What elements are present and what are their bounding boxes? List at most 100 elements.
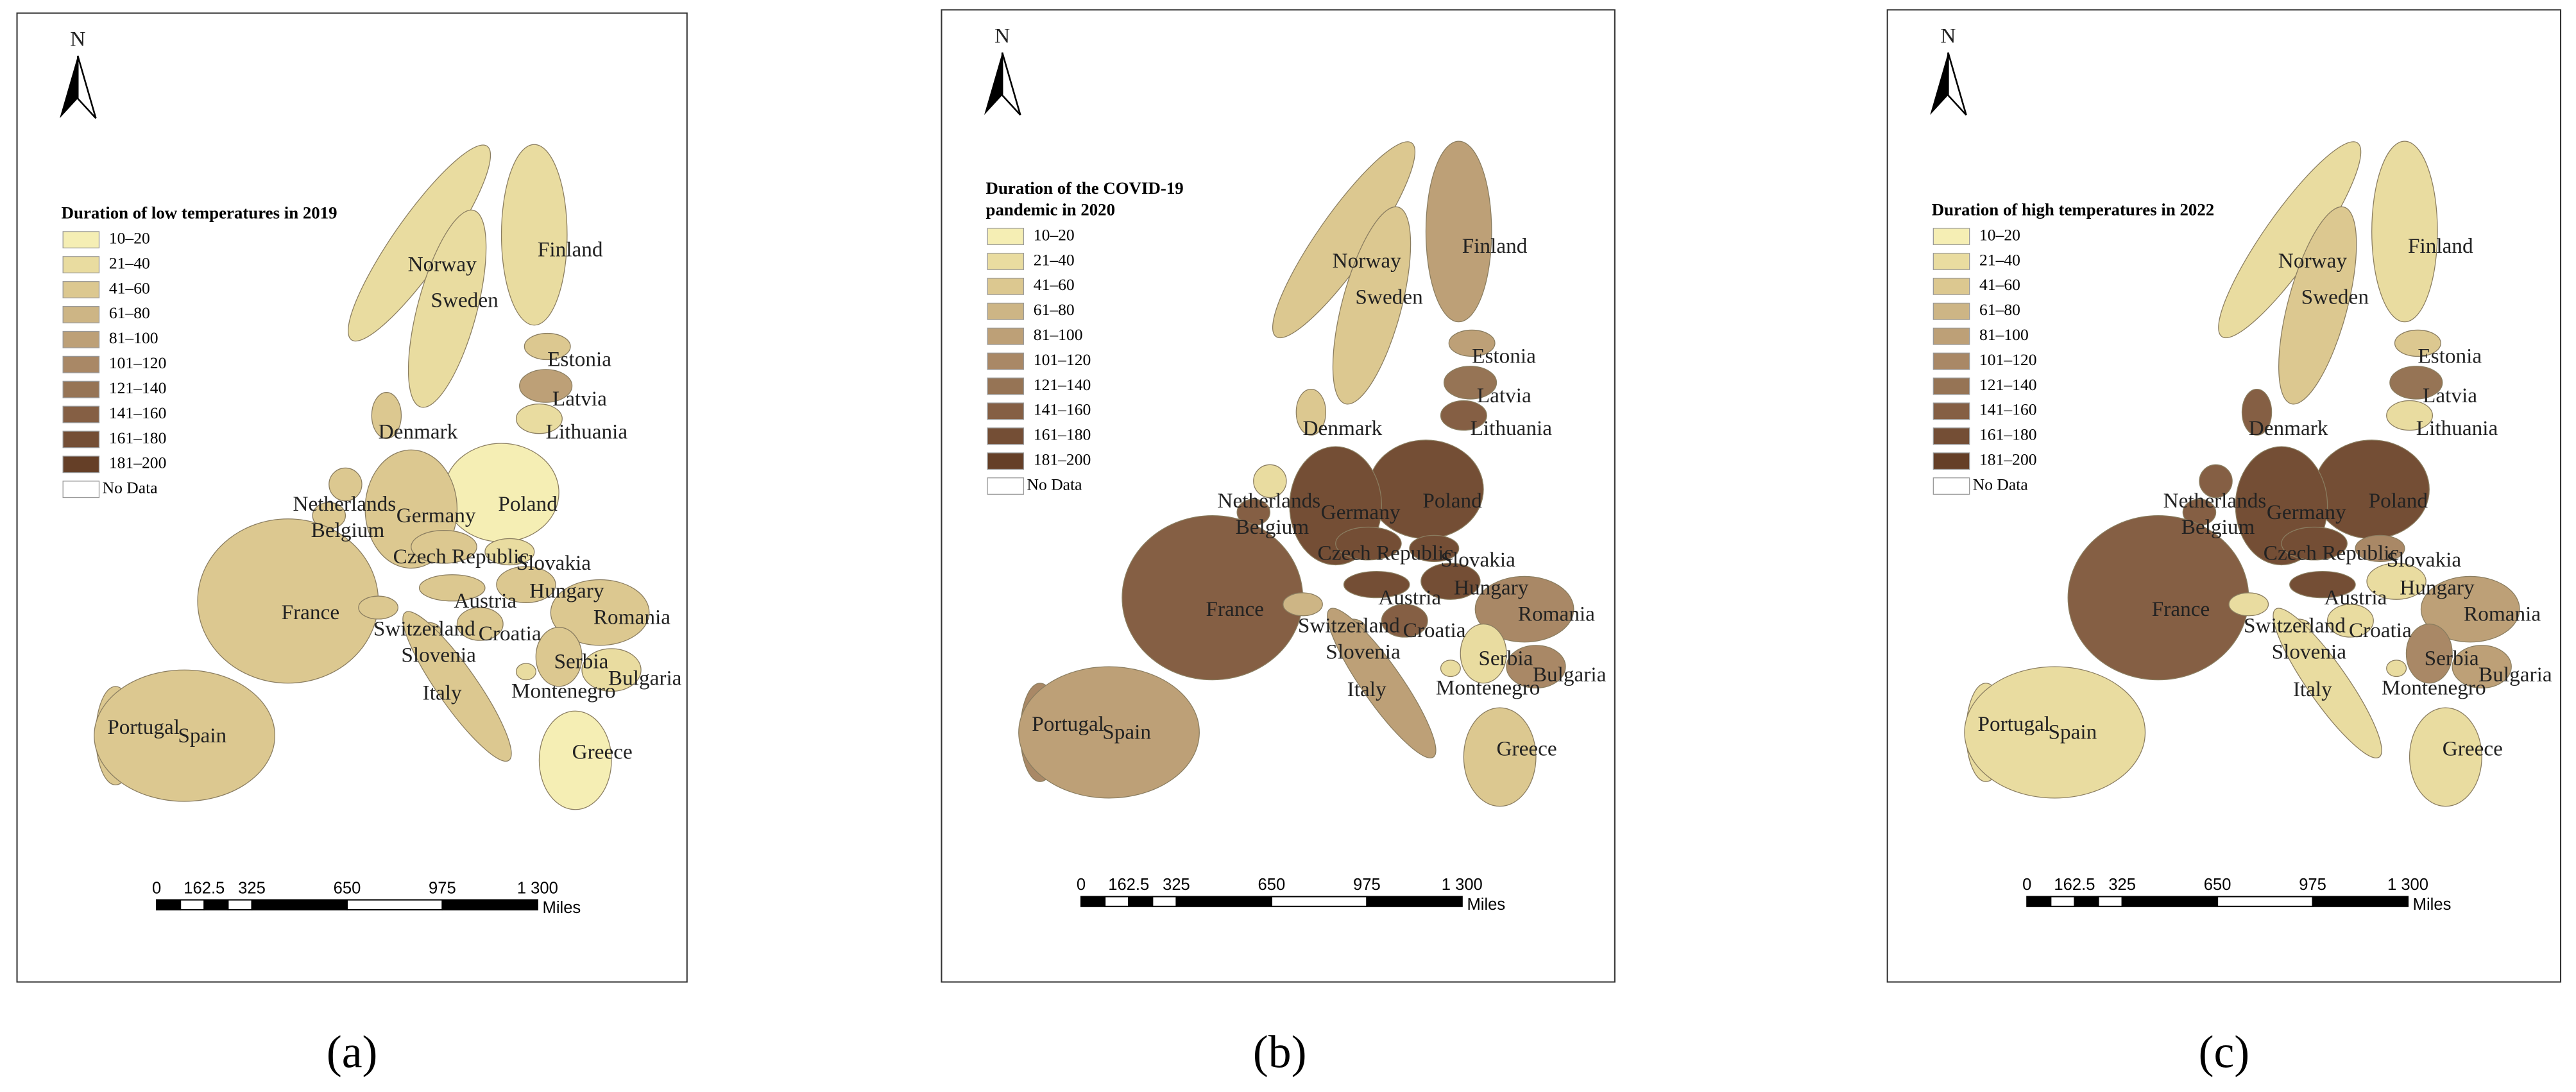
country-label: Italy xyxy=(2293,678,2332,701)
legend-label: 81–100 xyxy=(1034,325,1083,344)
legend-swatch xyxy=(1932,402,1970,420)
country-shape xyxy=(1018,666,1200,799)
country-label: Poland xyxy=(1422,489,1482,513)
country-label: Serbia xyxy=(1478,647,1533,670)
legend-label: 41–60 xyxy=(109,278,150,297)
country-label: Austria xyxy=(2324,586,2387,610)
country-label: France xyxy=(2152,597,2210,621)
legend-label: 41–60 xyxy=(1979,275,2020,294)
country-label: Croatia xyxy=(479,622,542,645)
country-label: Denmark xyxy=(2249,416,2328,440)
country-label: Denmark xyxy=(1303,416,1383,440)
legend-swatch xyxy=(1932,452,1970,470)
scale-label: 1 300 xyxy=(517,879,558,897)
country-label: Italy xyxy=(1347,678,1386,701)
legend-swatch xyxy=(62,481,100,499)
country-shape xyxy=(515,663,536,681)
scale-segment xyxy=(251,899,348,910)
legend-swatch xyxy=(987,327,1025,345)
scale-unit: Miles xyxy=(543,899,581,917)
country-label: Latvia xyxy=(552,387,607,411)
country-label: Germany xyxy=(397,504,476,527)
country-label: Lithuania xyxy=(1471,416,1553,440)
legend-swatch xyxy=(62,405,100,423)
country-shape xyxy=(535,627,583,687)
panel-frame xyxy=(941,9,1616,983)
country-shape xyxy=(2409,707,2482,807)
scale-segment xyxy=(1175,896,1272,907)
scale-segment xyxy=(227,899,253,910)
legend-swatch xyxy=(987,452,1025,470)
country-label: Poland xyxy=(498,492,558,516)
scale-label: 650 xyxy=(1258,876,1286,894)
legend-swatch xyxy=(1932,228,1970,245)
legend-label: 61–80 xyxy=(109,303,150,322)
country-label: Switzerland xyxy=(1298,613,1400,637)
country-shape xyxy=(1409,534,1460,562)
legend-label: 121–140 xyxy=(1034,375,1091,394)
country-label: Finland xyxy=(1462,234,1528,258)
country-shape xyxy=(1474,576,1574,643)
legend-swatch xyxy=(62,355,100,373)
country-label: Belgium xyxy=(1236,515,1309,539)
legend-swatch xyxy=(62,305,100,323)
legend-swatch xyxy=(1932,427,1970,445)
legend-swatch xyxy=(987,377,1025,395)
legend-swatch xyxy=(62,256,100,274)
country-shape xyxy=(1283,592,1323,617)
country-label: Lithuania xyxy=(546,420,628,443)
country-shape xyxy=(2326,604,2374,638)
country-label: Slovenia xyxy=(1326,640,1401,663)
legend-swatch xyxy=(62,456,100,473)
legend-label: 10–20 xyxy=(1034,225,1075,244)
scale-label: 0 xyxy=(152,879,161,897)
country-label: Austria xyxy=(1378,586,1441,610)
map-panel: Norway Finland Sweden Estonia Latvia Lithuani… xyxy=(1886,9,2562,983)
legend-label: 41–60 xyxy=(1034,275,1075,294)
country-label: Montenegro xyxy=(1436,676,1540,700)
legend-swatch xyxy=(1932,277,1970,295)
legend-label: 161–180 xyxy=(1034,425,1091,444)
scale-segment xyxy=(2050,896,2076,907)
legend-title: Duration of low temperatures in 2019 xyxy=(62,203,337,222)
country-shape xyxy=(500,144,568,326)
country-shape xyxy=(402,611,512,762)
country-shape xyxy=(2228,592,2269,617)
legend-label: 101–120 xyxy=(109,354,167,372)
north-arrow xyxy=(984,52,1003,115)
country-label: Slovakia xyxy=(1441,548,1516,572)
country-label: Austria xyxy=(454,589,516,613)
legend-swatch xyxy=(1932,377,1970,395)
country-label: Montenegro xyxy=(511,679,616,703)
legend-swatch xyxy=(987,302,1025,320)
country-shape xyxy=(515,403,563,434)
country-label: Estonia xyxy=(2418,345,2482,368)
legend-label: No Data xyxy=(103,479,158,497)
country-shape xyxy=(2386,660,2407,678)
legend-swatch xyxy=(987,427,1025,445)
country-shape xyxy=(1343,571,1410,599)
scale-segment xyxy=(441,899,538,910)
country-label: Switzerland xyxy=(373,617,475,640)
country-shape xyxy=(2386,400,2434,431)
country-shape xyxy=(581,648,642,692)
scale-label: 162.5 xyxy=(183,879,225,897)
scale-segment xyxy=(1080,896,1106,907)
country-shape xyxy=(1253,464,1287,499)
country-shape xyxy=(456,607,504,641)
country-shape xyxy=(94,669,275,802)
legend-swatch xyxy=(987,228,1025,245)
legend-swatch xyxy=(1932,302,1970,320)
legend-label: 101–120 xyxy=(1979,350,2037,369)
legend-label: 181–200 xyxy=(109,454,167,472)
country-label: Norway xyxy=(408,252,477,276)
scale-segment xyxy=(1128,896,1154,907)
legend-swatch xyxy=(1932,352,1970,370)
legend-swatch xyxy=(62,281,100,298)
legend-label: 121–140 xyxy=(1979,375,2037,394)
country-shape xyxy=(2405,623,2453,684)
country-label: Greece xyxy=(2443,737,2503,760)
country-label: Hungary xyxy=(1454,576,1529,600)
country-shape xyxy=(2389,366,2443,400)
